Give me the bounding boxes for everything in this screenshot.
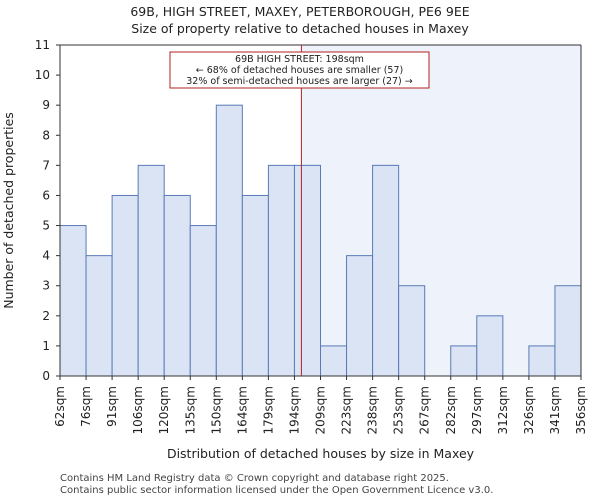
histogram-bar (215, 104, 243, 377)
y-tick-label: 2 (42, 309, 50, 323)
annotation-line: 32% of semi-detached houses are larger (… (186, 76, 413, 87)
x-tick-label: 356sqm (574, 386, 588, 434)
histogram-bar (163, 194, 191, 377)
x-tick-label: 253sqm (392, 386, 406, 434)
x-axis-label: Distribution of detached houses by size … (167, 446, 475, 461)
x-tick-label: 179sqm (261, 386, 275, 434)
x-tick-label: 106sqm (131, 386, 145, 434)
footer-copyright: Contains HM Land Registry data © Crown c… (60, 473, 449, 484)
x-tick-label: 91sqm (105, 386, 119, 427)
histogram-bar (189, 225, 217, 377)
annotation-box (169, 51, 430, 89)
y-tick-label: 7 (42, 158, 50, 172)
x-tick-label: 76sqm (79, 386, 93, 427)
x-tick-label: 297sqm (470, 386, 484, 434)
x-tick-label: 164sqm (235, 386, 249, 434)
x-tick-label: 135sqm (183, 386, 197, 434)
x-tick-label: 238sqm (366, 386, 380, 434)
x-tick-label: 62sqm (53, 386, 67, 427)
annotation-line: ← 68% of detached houses are smaller (57… (196, 65, 403, 76)
histogram-bar (241, 194, 269, 377)
x-tick-label: 150sqm (209, 386, 223, 434)
histogram-bar (320, 345, 348, 377)
y-tick-label: 3 (42, 279, 50, 293)
footer-licence: Contains public sector information licen… (60, 485, 494, 496)
histogram-bar (85, 255, 113, 377)
y-tick-label: 8 (42, 128, 50, 142)
histogram-bar (59, 225, 87, 377)
x-tick-label: 120sqm (157, 386, 171, 434)
histogram-bar (476, 315, 504, 377)
chart-subtitle: Size of property relative to detached ho… (131, 21, 469, 36)
histogram-bar (450, 345, 478, 377)
histogram-bar (398, 285, 426, 377)
annotation-line: 69B HIGH STREET: 198sqm (235, 54, 364, 65)
histogram-bar (137, 164, 165, 377)
y-tick-label: 6 (42, 188, 50, 202)
y-tick-label: 10 (35, 68, 50, 82)
x-tick-label: 194sqm (287, 386, 301, 434)
x-tick-label: 282sqm (444, 386, 458, 434)
x-tick-label: 267sqm (418, 386, 432, 434)
histogram-bar (554, 285, 582, 377)
histogram-bar (372, 164, 400, 377)
x-tick-label: 223sqm (340, 386, 354, 434)
histogram-bar (267, 164, 295, 377)
y-tick-label: 4 (42, 249, 50, 263)
y-tick-label: 0 (42, 369, 50, 383)
x-tick-label: 341sqm (548, 386, 562, 434)
histogram-chart: 0 1 2 3 4 5 6 7 8 9 10 11 62sqm 76sqm 91sqm 106sqm 120sq… (1, 38, 588, 461)
chart-title: 69B, HIGH STREET, MAXEY, PETERBOROUGH, P… (130, 4, 470, 19)
x-tick-label: 312sqm (496, 386, 510, 434)
y-tick-label: 11 (35, 38, 50, 52)
histogram-bar (346, 255, 374, 377)
histogram-bar (528, 345, 556, 377)
x-tick-label: 326sqm (522, 386, 536, 434)
larger-region-shade (301, 45, 581, 376)
x-tick-label: 209sqm (314, 386, 328, 434)
y-tick-label: 9 (42, 98, 50, 112)
histogram-bar (111, 194, 139, 377)
y-tick-label: 5 (42, 219, 50, 233)
y-axis-label: Number of detached properties (1, 112, 16, 309)
y-tick-label: 1 (42, 339, 50, 353)
histogram-bar (293, 164, 322, 377)
